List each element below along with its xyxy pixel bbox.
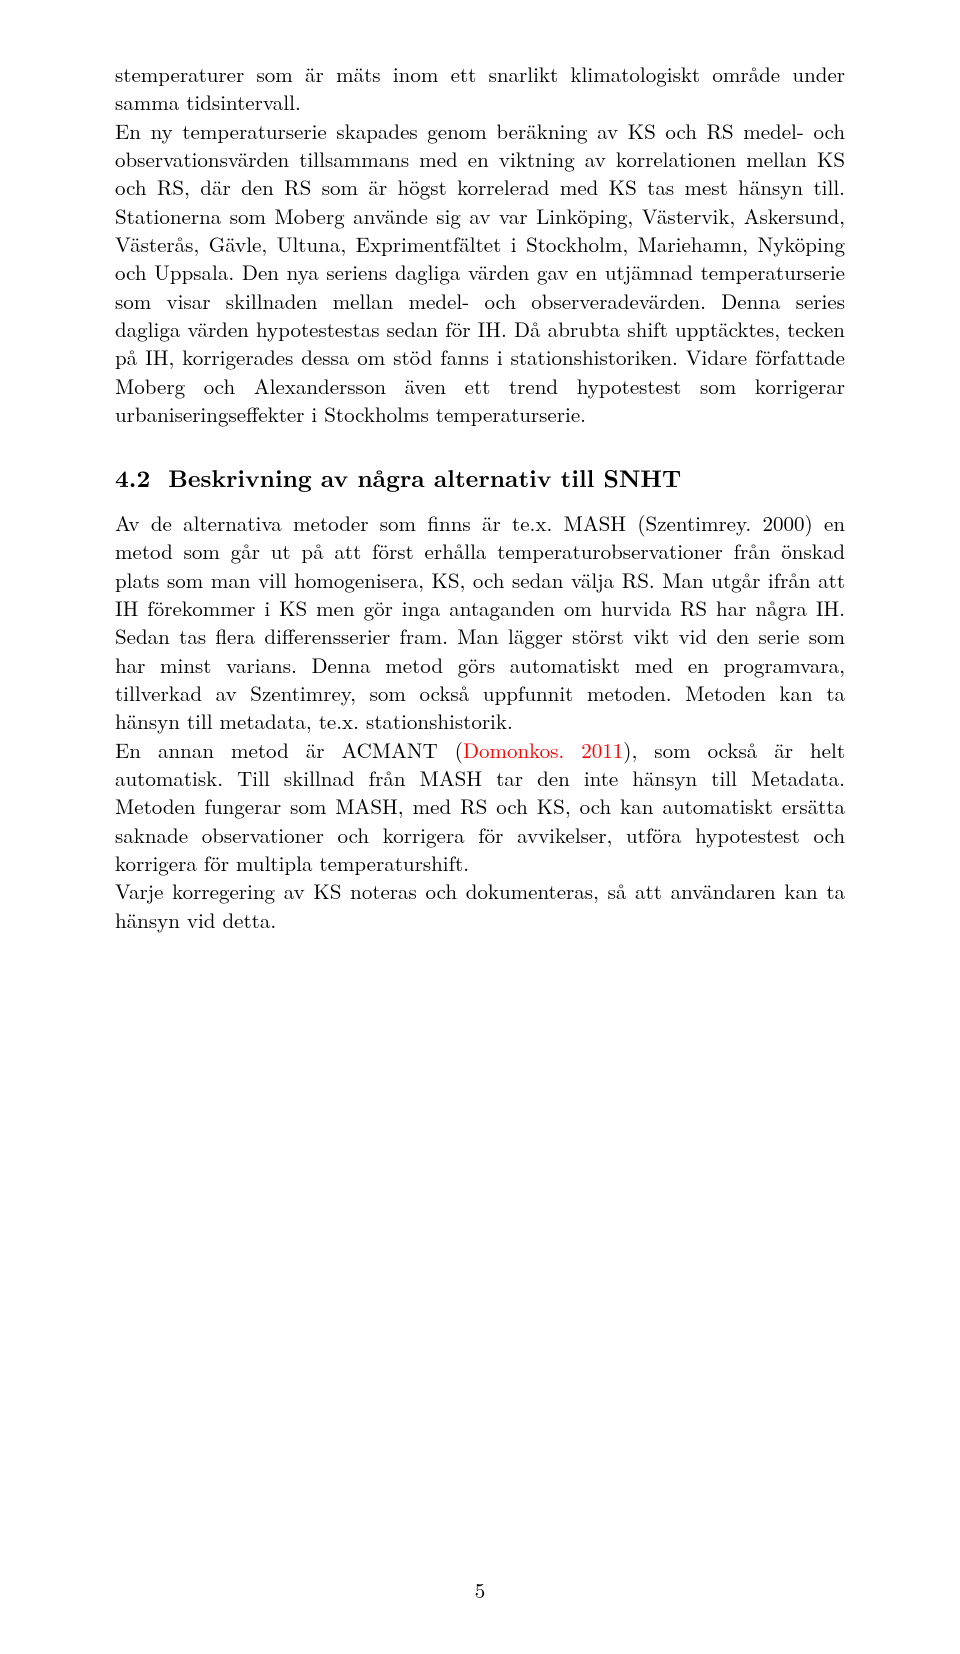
citation-domonkos-2011[interactable]: Domonkos. 2011 [463, 735, 623, 765]
section-number: 4.2 [115, 461, 150, 495]
paragraph-5: Varje korregering av KS noteras och doku… [115, 877, 845, 934]
section-heading-4-2: 4.2 Beskrivning av några alternativ till … [115, 462, 845, 494]
paragraph-1: stemperaturer som är mäts inom ett snarl… [115, 60, 845, 117]
section-title: Beskrivning av några alternativ till SNH… [168, 461, 681, 495]
page-container: stemperaturer som är mäts inom ett snarl… [0, 0, 960, 1654]
page-number: 5 [0, 1576, 960, 1604]
paragraph-2: En ny temperaturserie skapades genom ber… [115, 117, 845, 429]
paragraph-4-text-a: En annan metod är ACMANT ( [115, 735, 463, 765]
paragraph-4: En annan metod är ACMANT (Domonkos. 2011… [115, 736, 845, 878]
paragraph-3: Av de alternativa metoder som finns är t… [115, 509, 845, 736]
